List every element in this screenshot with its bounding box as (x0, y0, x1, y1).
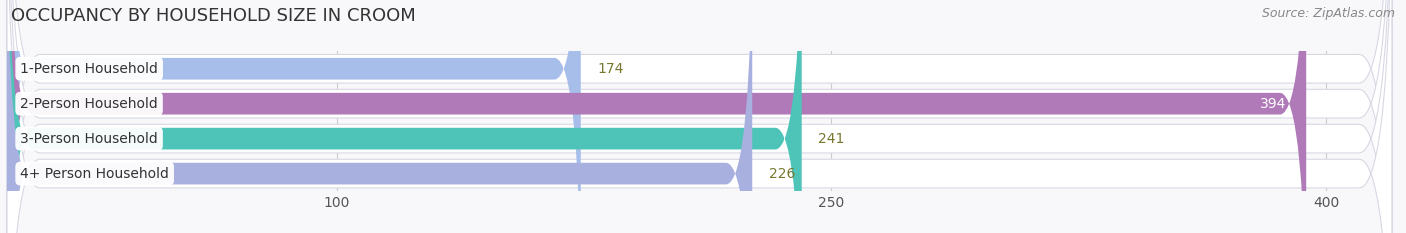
Text: 394: 394 (1260, 97, 1286, 111)
Text: 226: 226 (769, 167, 796, 181)
Text: 1-Person Household: 1-Person Household (20, 62, 157, 76)
FancyBboxPatch shape (7, 0, 1392, 233)
FancyBboxPatch shape (7, 0, 1392, 233)
Text: 241: 241 (818, 132, 845, 146)
FancyBboxPatch shape (7, 0, 581, 233)
FancyBboxPatch shape (7, 0, 1392, 233)
Text: 2-Person Household: 2-Person Household (20, 97, 157, 111)
Text: 174: 174 (598, 62, 624, 76)
FancyBboxPatch shape (7, 0, 1392, 233)
Text: 4+ Person Household: 4+ Person Household (20, 167, 169, 181)
Text: Source: ZipAtlas.com: Source: ZipAtlas.com (1261, 7, 1395, 20)
Text: 3-Person Household: 3-Person Household (20, 132, 157, 146)
FancyBboxPatch shape (7, 0, 801, 233)
Text: OCCUPANCY BY HOUSEHOLD SIZE IN CROOM: OCCUPANCY BY HOUSEHOLD SIZE IN CROOM (11, 7, 416, 25)
FancyBboxPatch shape (7, 0, 1306, 233)
FancyBboxPatch shape (7, 0, 752, 233)
